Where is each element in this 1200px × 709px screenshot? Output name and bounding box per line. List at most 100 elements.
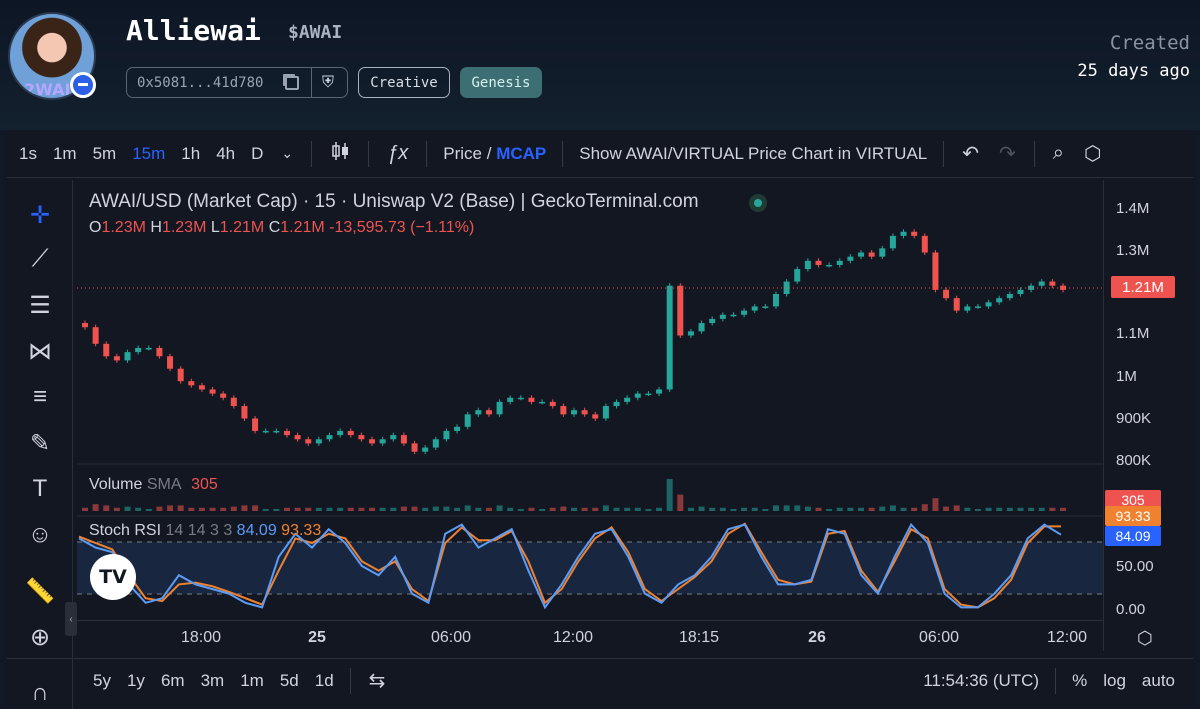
- volume-bar: [921, 504, 928, 511]
- volume-bar: [783, 505, 790, 511]
- candle-body: [230, 397, 237, 407]
- candle-body: [613, 401, 620, 407]
- explorer-icon[interactable]: ⛨: [322, 73, 335, 91]
- price-toggle[interactable]: Price / MCAP: [435, 144, 554, 164]
- range-3m[interactable]: 3m: [200, 670, 225, 690]
- candle-body: [496, 401, 503, 415]
- range-1y[interactable]: 1y: [126, 670, 145, 690]
- candle-body: [911, 231, 918, 236]
- redo-icon[interactable]: ↷: [999, 143, 1016, 165]
- candle-body: [326, 435, 333, 440]
- candle-body: [560, 406, 567, 415]
- fib-retracement-icon[interactable]: ☰: [29, 291, 51, 319]
- candle-body: [730, 314, 737, 317]
- chevron-down-icon[interactable]: ⌄: [281, 145, 294, 161]
- volume-bar: [337, 507, 344, 511]
- crosshair-icon[interactable]: ✛: [29, 201, 51, 229]
- ohlc-legend: O1.23M H1.23M L1.21M C1.21M -13,595.73 (…: [89, 219, 474, 237]
- auto-toggle[interactable]: auto: [1141, 671, 1175, 690]
- candles-icon[interactable]: [320, 140, 360, 168]
- volume-bar: [198, 507, 205, 511]
- candle-body: [454, 426, 461, 431]
- tradingview-logo[interactable]: TV: [90, 554, 136, 600]
- interval-1h[interactable]: 1h: [181, 143, 201, 163]
- interval-4h[interactable]: 4h: [216, 143, 236, 163]
- volume-bar: [943, 506, 950, 511]
- calendar-goto-icon[interactable]: ⇆: [368, 670, 386, 692]
- interval-1m[interactable]: 1m: [52, 143, 77, 163]
- volume-bar: [82, 507, 88, 511]
- volume-sma-tag: 305: [1105, 490, 1161, 510]
- percent-toggle[interactable]: %: [1072, 671, 1088, 690]
- mcap-toggle[interactable]: MCAP: [496, 143, 547, 163]
- brush-icon[interactable]: ✎: [29, 429, 51, 457]
- time-tick: 12:00: [1046, 629, 1088, 646]
- range-1d[interactable]: 1d: [314, 670, 334, 690]
- pattern-icon[interactable]: ⋈: [28, 337, 52, 365]
- axis-settings-icon[interactable]: ⬡: [1137, 628, 1153, 648]
- interval-15m[interactable]: 15m: [132, 143, 166, 163]
- utc-clock[interactable]: 11:54:36 (UTC): [923, 671, 1040, 690]
- price-scale[interactable]: 1.4M 1.3M 1.1M 1M 900K 800K 50.00 0.00: [1103, 180, 1193, 651]
- volume-bar: [911, 507, 918, 511]
- emoji-icon[interactable]: ☺: [27, 521, 53, 548]
- time-axis[interactable]: 18:00 25 06:00 12:00 18:15 26 06:00 12:0…: [77, 620, 1103, 652]
- candle-body: [772, 294, 779, 307]
- volume-bar: [230, 506, 237, 511]
- interval-1s[interactable]: 1s: [19, 143, 37, 163]
- price-tick: 1M: [1116, 368, 1137, 385]
- volume-bar: [432, 506, 439, 511]
- volume-bar: [687, 507, 694, 511]
- range-6m[interactable]: 6m: [160, 670, 185, 690]
- candle-body: [464, 414, 471, 427]
- volume-bar: [188, 507, 195, 511]
- interval-d[interactable]: D: [251, 143, 264, 163]
- candle-body: [283, 430, 290, 436]
- stoch-d-tag: 93.33: [1105, 506, 1161, 526]
- token-avatar[interactable]: 2WAI: [8, 12, 96, 100]
- volume-bar: [103, 505, 110, 511]
- chart-plot-area[interactable]: [77, 180, 1103, 651]
- tag-genesis[interactable]: Genesis: [460, 67, 542, 98]
- range-5d[interactable]: 5d: [279, 670, 299, 690]
- volume-bar: [464, 505, 471, 511]
- show-virtual-chart-button[interactable]: Show AWAI/VIRTUAL Price Chart in VIRTUAL: [579, 143, 928, 163]
- candle-body: [209, 389, 216, 394]
- undo-icon[interactable]: ↶: [962, 143, 980, 165]
- toolbar-divider: [368, 140, 370, 167]
- indicators-icon[interactable]: ƒx: [387, 142, 409, 164]
- candle-body: [826, 264, 833, 267]
- tag-creative[interactable]: Creative: [358, 67, 450, 98]
- volume-bar: [549, 507, 556, 511]
- ruler-icon[interactable]: 📏: [25, 577, 55, 605]
- chart-legend-title: AWAI/USD (Market Cap) · 15 · Uniswap V2 …: [89, 191, 699, 212]
- magnet-icon[interactable]: ∩: [31, 679, 49, 706]
- candle-body: [177, 368, 184, 382]
- chart-widget[interactable]: 1s 1m 5m 15m 1h 4h D ⌄ ƒx Price / MCAP S…: [7, 130, 1193, 709]
- candle-body: [815, 260, 822, 265]
- range-5y[interactable]: 5y: [93, 670, 111, 690]
- collapse-toolbar-button[interactable]: ‹: [65, 602, 77, 636]
- volume-bar: [698, 506, 705, 511]
- candle-body: [198, 385, 205, 390]
- quick-search-icon[interactable]: ⌕: [1052, 142, 1064, 164]
- stoch-rsi-label: Stoch RSI: [89, 522, 162, 539]
- interval-5m[interactable]: 5m: [92, 143, 117, 163]
- candle-body: [135, 347, 142, 353]
- volume-bar: [539, 509, 546, 511]
- range-1m[interactable]: 1m: [240, 670, 264, 690]
- copy-icon[interactable]: [285, 75, 299, 90]
- volume-bar: [953, 505, 960, 511]
- zoom-in-icon[interactable]: ⊕: [29, 623, 51, 651]
- log-toggle[interactable]: log: [1103, 671, 1126, 690]
- candle-body: [549, 401, 556, 407]
- volume-bar: [156, 506, 163, 511]
- trend-line-icon[interactable]: ⟋: [31, 245, 49, 272]
- text-icon[interactable]: T: [32, 475, 48, 502]
- candle-body: [145, 347, 152, 350]
- candle-body: [964, 306, 971, 311]
- settings-icon[interactable]: ⬡: [1084, 143, 1102, 165]
- token-header: 2WAI Alliewai $AWAI 0x5081...41d780 ⛨ Cr…: [0, 0, 1200, 130]
- candle-body: [751, 306, 758, 311]
- forecast-icon[interactable]: ≡: [32, 383, 47, 410]
